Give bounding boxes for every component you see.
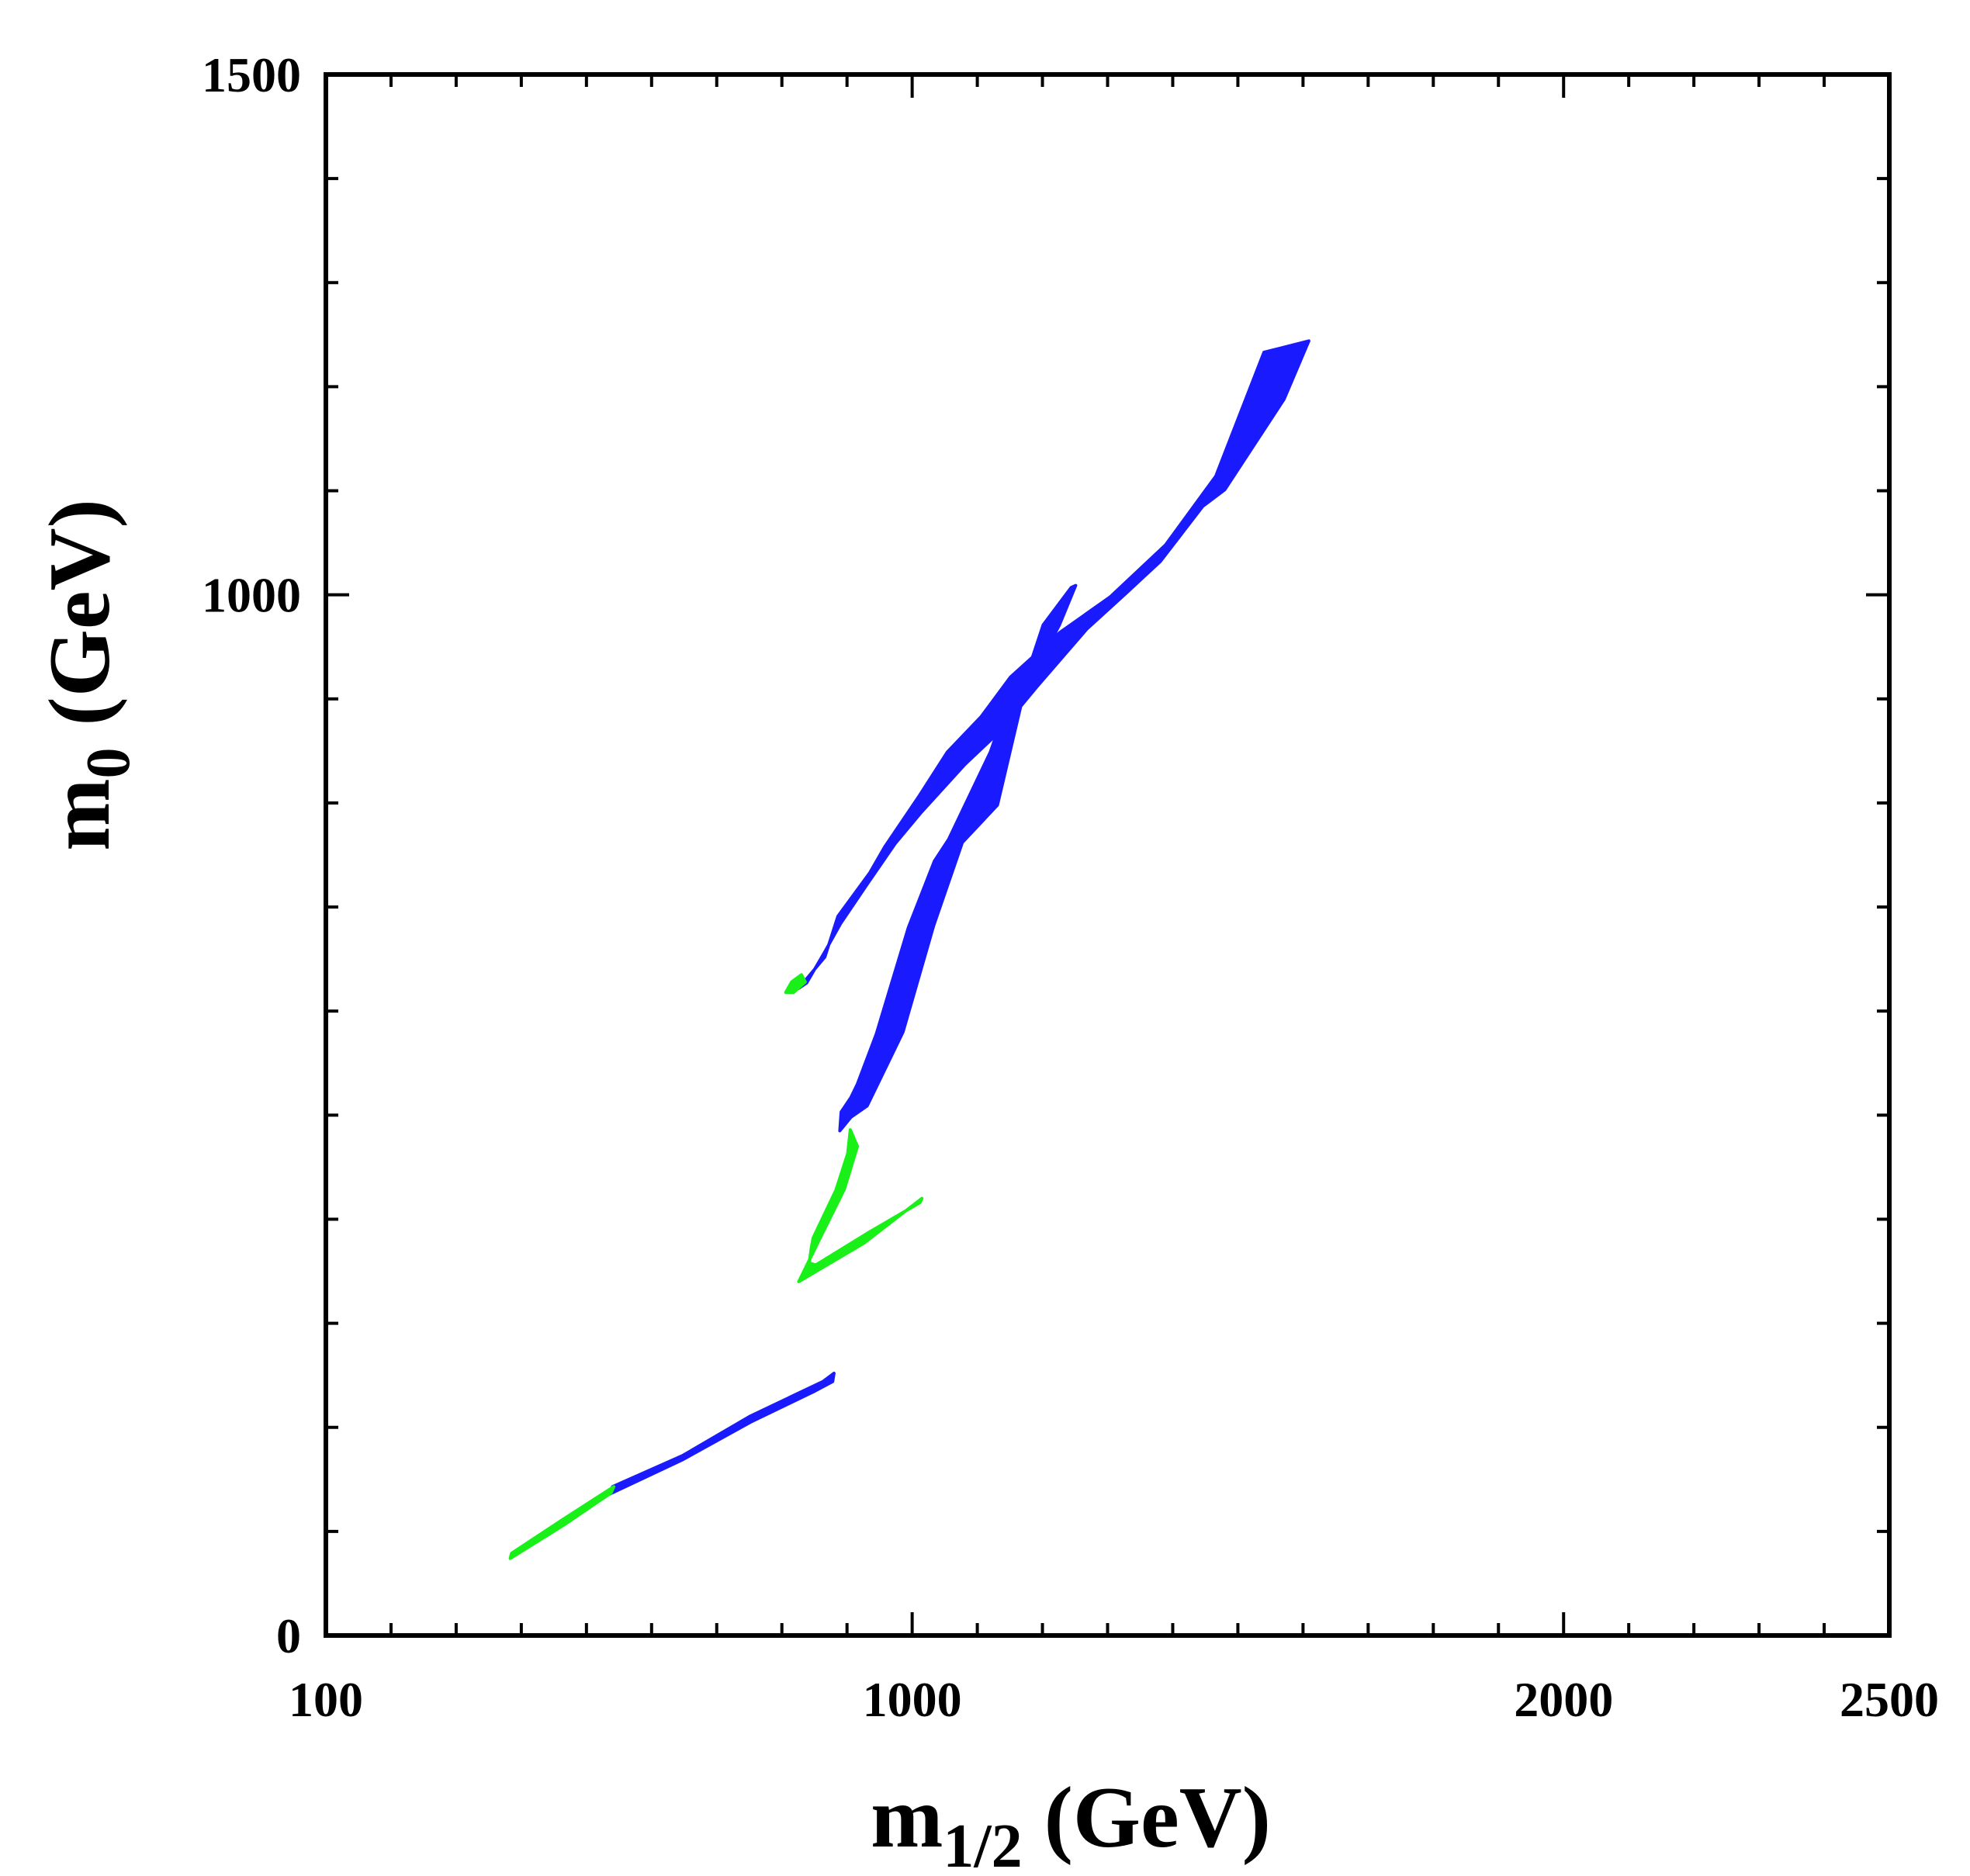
y-tick-label-1000: 1000: [202, 568, 301, 623]
y-axis-label-sub: 0: [74, 748, 143, 779]
y-tick-label-0: 0: [276, 1608, 301, 1663]
tick-layer: [324, 73, 1891, 1637]
x-tick-label-2000: 2000: [1514, 1672, 1613, 1727]
series-layer: [508, 339, 1310, 1560]
x-axis-label-sub: 1/2: [943, 1812, 1022, 1876]
series-upper-blue-band: [797, 339, 1310, 990]
series-middle-green-hook: [797, 1128, 924, 1283]
plot-frame: [324, 72, 1892, 1638]
series-lower-blue-strip: [608, 1372, 836, 1496]
series-lower-green-strip: [508, 1485, 616, 1560]
x-axis-label-unit: (GeV): [1023, 1770, 1271, 1866]
x-tick-label-1000: 1000: [863, 1672, 962, 1727]
series-middle-blue-strip: [838, 583, 1078, 1133]
series-upper-green-tip: [784, 973, 807, 995]
x-axis-label-main: m: [871, 1770, 943, 1866]
x-tick-label-2500: 2500: [1840, 1672, 1939, 1727]
x-axis-label: m1/2 (GeV): [871, 1770, 1271, 1876]
tick-label-layer: 100 1000 2000 2500 0 1000 1500: [202, 47, 1939, 1727]
y-axis-label-main: m: [32, 779, 128, 851]
x-tick-label-100: 100: [289, 1672, 363, 1727]
y-tick-label-1500: 1500: [202, 47, 301, 102]
y-axis-label-unit: (GeV): [32, 499, 128, 747]
y-axis-label: m0 (GeV): [32, 499, 143, 851]
